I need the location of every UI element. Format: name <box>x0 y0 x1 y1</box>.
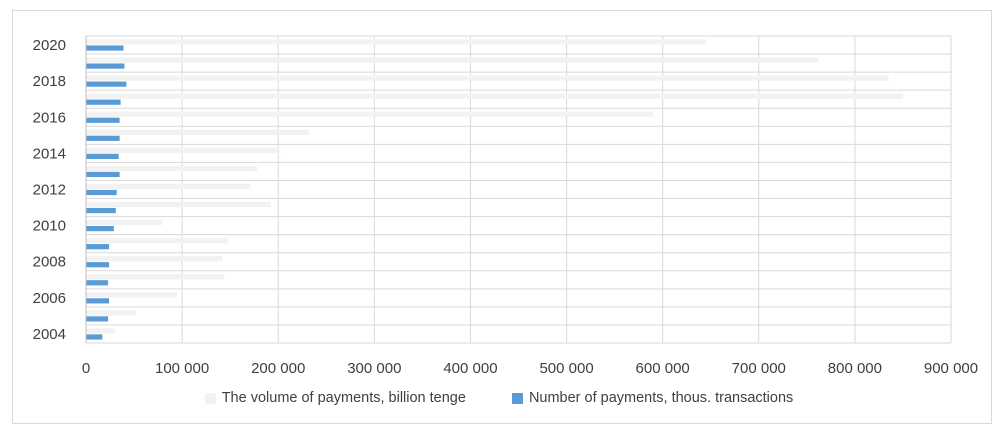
bar-number <box>86 81 127 87</box>
bar-number <box>86 280 109 286</box>
bar-volume <box>86 328 115 334</box>
legend-label-number: Number of payments, thous. transactions <box>528 390 794 406</box>
grid-lines <box>85 35 952 344</box>
x-tick-label: 100 000 <box>155 360 209 377</box>
x-tick-label: 400 000 <box>443 360 497 377</box>
x-tick-label: 200 000 <box>251 360 305 377</box>
bar-number <box>86 99 121 105</box>
y-tick-label: 2008 <box>33 254 66 271</box>
y-tick-label: 2016 <box>33 109 66 126</box>
bar-volume <box>86 201 271 208</box>
bar-volume <box>86 274 225 280</box>
bar-number <box>86 171 120 178</box>
legend-swatch-volume <box>204 392 216 404</box>
bar-number <box>86 189 117 196</box>
bars <box>86 39 903 340</box>
legend-item-volume: The volume of payments, billion tenge <box>204 390 466 406</box>
x-tick-label: 0 <box>82 360 90 377</box>
bar-number <box>86 45 124 51</box>
bar-volume <box>86 111 654 117</box>
x-tick-label: 900 000 <box>924 360 978 377</box>
bar-volume <box>86 57 819 63</box>
bar-number <box>86 316 109 322</box>
bar-volume <box>86 93 903 99</box>
bar-number <box>86 153 119 159</box>
y-tick-label: 2006 <box>33 290 66 307</box>
bar-number <box>86 207 116 214</box>
x-tick-label: 500 000 <box>539 360 593 377</box>
y-tick-label: 2004 <box>33 326 66 343</box>
x-tick-label: 700 000 <box>732 360 786 377</box>
bar-number <box>86 334 103 340</box>
bar-number <box>86 135 120 141</box>
legend-swatch-number <box>511 392 523 404</box>
bar-volume <box>86 129 309 135</box>
bar-volume <box>86 310 136 316</box>
y-tick-label: 2018 <box>33 73 66 90</box>
x-tick-label: 800 000 <box>828 360 882 377</box>
x-tick-label: 300 000 <box>347 360 401 377</box>
bar-volume <box>86 183 251 190</box>
bar-volume <box>86 39 706 45</box>
bar-volume <box>86 238 229 244</box>
bar-volume <box>86 220 162 226</box>
bar-number <box>86 244 110 250</box>
y-tick-label: 2014 <box>33 145 66 162</box>
legend-label-volume: The volume of payments, billion tenge <box>221 390 466 406</box>
bar-volume <box>86 75 889 81</box>
bar-volume <box>86 292 178 298</box>
bar-number <box>86 117 120 123</box>
bar-volume <box>86 256 223 262</box>
y-tick-label: 2012 <box>33 182 66 199</box>
bar-number <box>86 262 110 268</box>
bar-volume <box>86 147 281 153</box>
y-tick-label: 2010 <box>33 218 66 235</box>
legend-item-number: Number of payments, thous. transactions <box>511 390 794 406</box>
axes: 2004 2006 2008 2010 2012 2014 2016 2018 2020 0 100… <box>33 36 978 377</box>
x-tick-label: 600 000 <box>636 360 690 377</box>
bar-number <box>86 63 125 69</box>
bar-volume <box>86 165 258 172</box>
legend: The volume of payments, billion tenge Nu… <box>0 390 998 406</box>
y-tick-label: 2020 <box>33 37 66 54</box>
bar-number <box>86 298 110 304</box>
bar-number <box>86 226 114 232</box>
